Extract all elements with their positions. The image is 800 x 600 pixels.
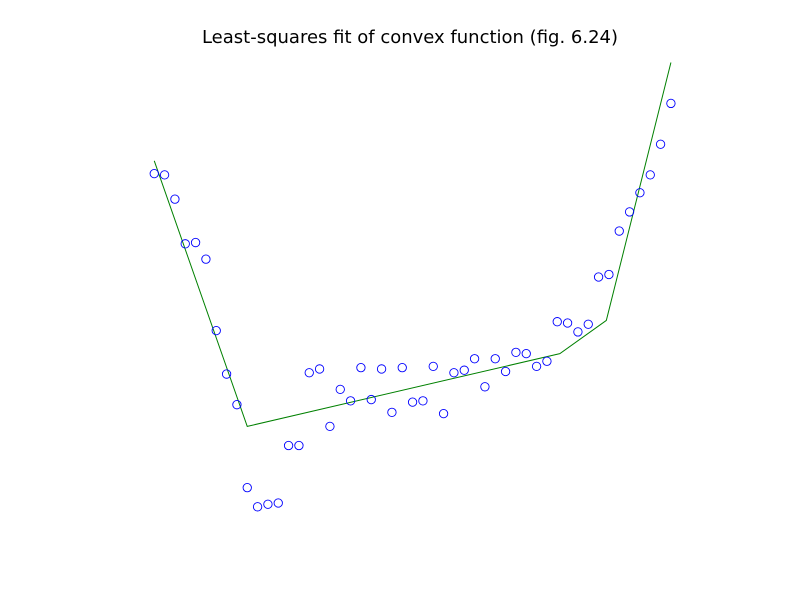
data-point <box>325 421 335 432</box>
data-point <box>283 440 294 451</box>
data-point <box>645 170 655 180</box>
data-point <box>469 354 480 364</box>
data-point <box>170 194 180 204</box>
data-point <box>159 170 170 180</box>
data-point <box>376 364 387 374</box>
data-point <box>635 188 645 198</box>
data-point <box>294 440 304 451</box>
data-point <box>345 396 356 406</box>
data-point <box>232 400 242 410</box>
data-point <box>531 361 542 372</box>
data-point <box>552 317 562 327</box>
data-point <box>428 361 438 372</box>
fit-line-layer <box>153 62 672 427</box>
data-point <box>201 254 211 264</box>
data-point <box>149 168 159 179</box>
data-point <box>366 394 376 405</box>
data-point <box>542 356 552 366</box>
data-point <box>624 207 635 217</box>
data-point <box>242 483 252 493</box>
data-point <box>356 363 366 373</box>
data-point <box>211 325 221 336</box>
data-points-layer <box>149 98 676 512</box>
data-point <box>273 498 283 508</box>
fit-line <box>153 62 672 427</box>
chart-title: Least-squares fit of convex function (fi… <box>201 27 619 48</box>
data-point <box>190 237 201 248</box>
data-point <box>583 319 593 329</box>
data-point <box>562 318 573 328</box>
data-point <box>593 272 604 282</box>
data-point <box>304 368 314 378</box>
data-point <box>614 226 624 236</box>
data-point <box>407 397 418 407</box>
data-point <box>500 366 511 377</box>
data-point <box>655 139 666 149</box>
data-point <box>438 408 449 419</box>
data-point <box>511 347 521 357</box>
data-point <box>314 364 325 374</box>
data-point <box>221 369 232 379</box>
data-point <box>449 368 459 378</box>
data-point <box>418 396 428 406</box>
data-point <box>387 407 397 417</box>
data-point <box>521 348 531 359</box>
data-point <box>480 382 490 392</box>
data-point <box>397 363 407 373</box>
data-point <box>666 98 676 109</box>
data-point <box>252 502 263 512</box>
data-point <box>263 499 273 509</box>
data-point <box>335 384 345 395</box>
data-point <box>604 269 614 280</box>
data-point <box>573 327 583 337</box>
data-point <box>180 239 190 249</box>
data-point <box>490 354 500 364</box>
data-point <box>459 365 469 375</box>
